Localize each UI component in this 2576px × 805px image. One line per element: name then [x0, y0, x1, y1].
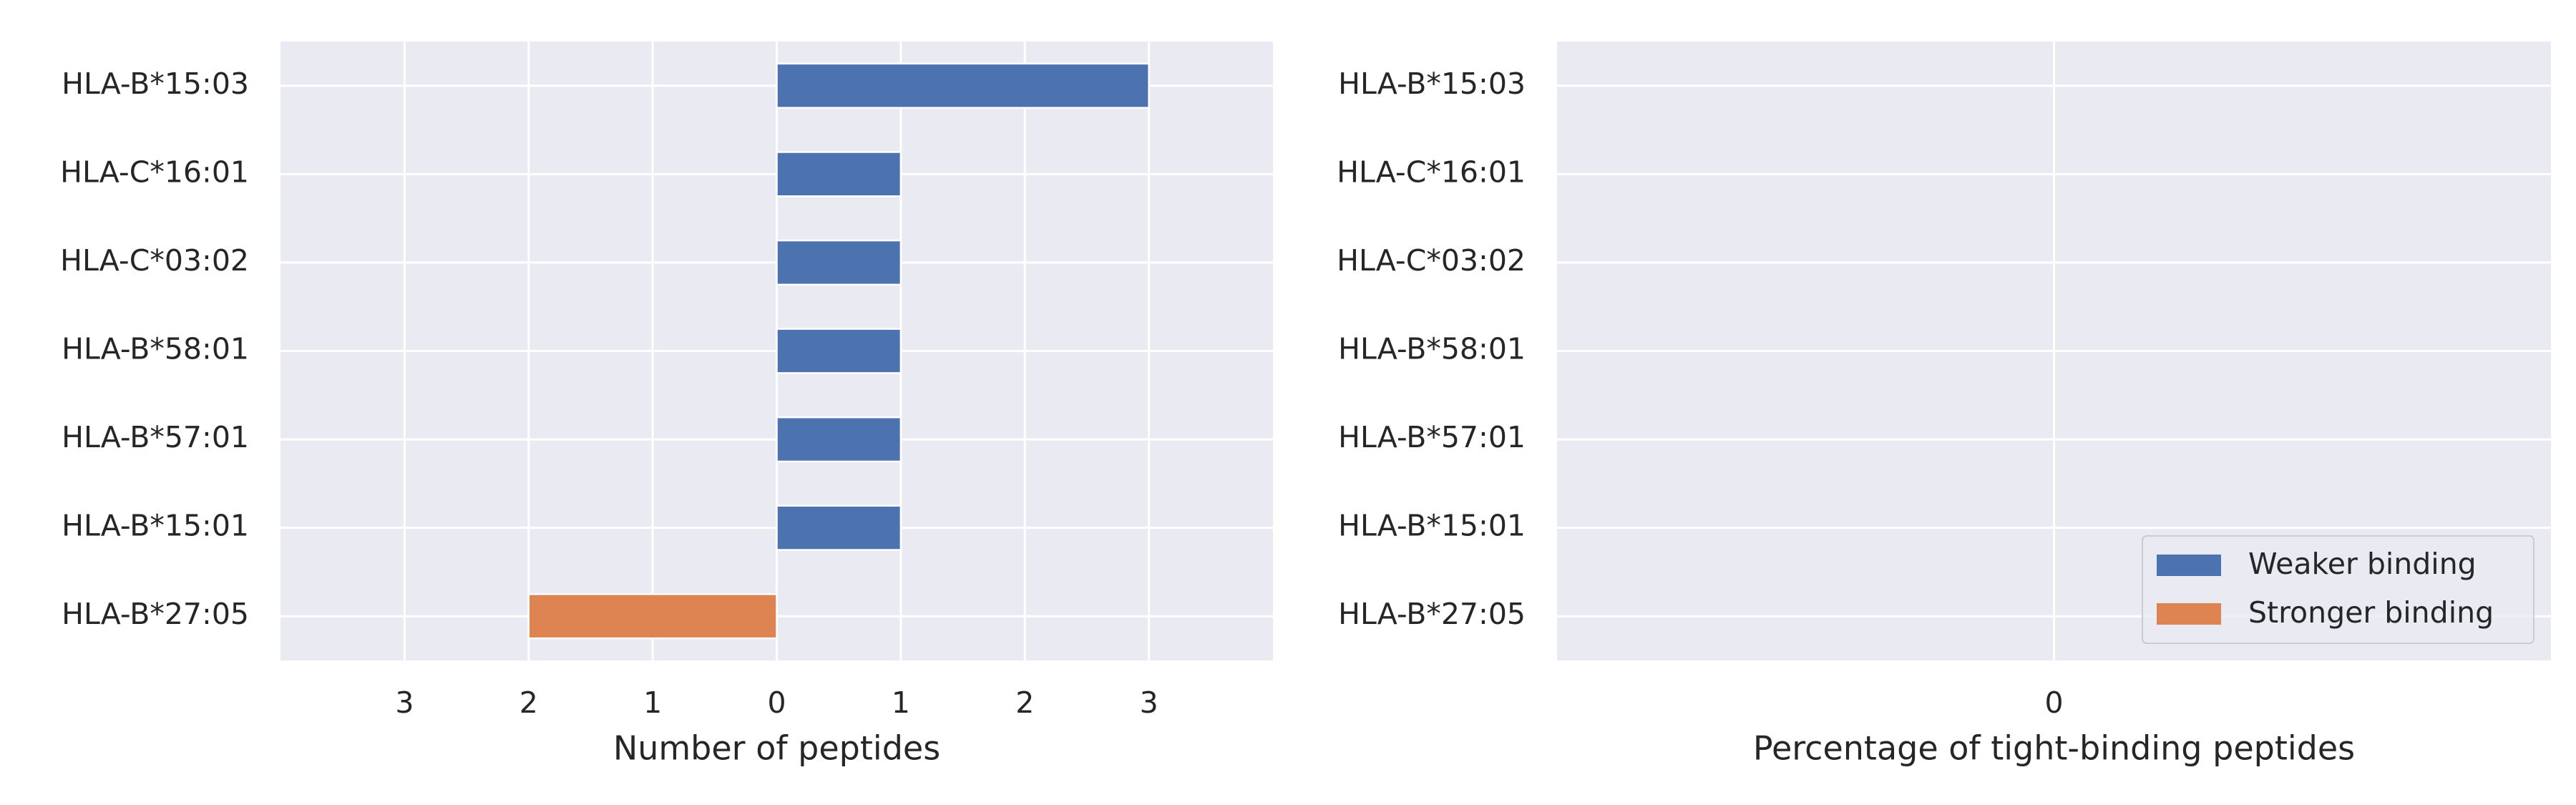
x-axis-label: Percentage of tight-binding peptides	[1753, 729, 2355, 768]
x-tick-label: 3	[395, 686, 414, 720]
x-tick-label: 1	[643, 686, 662, 720]
x-tick-label: 1	[892, 686, 910, 720]
bar	[776, 416, 902, 463]
y-tick-label: HLA-B*58:01	[1338, 332, 1526, 366]
x-tick-label: 2	[1015, 686, 1034, 720]
legend-label: Stronger binding	[2248, 595, 2494, 630]
y-tick-label: HLA-B*27:05	[1338, 597, 1526, 631]
x-tick-label: 0	[2044, 686, 2063, 720]
x-tick-label: 0	[767, 686, 786, 720]
y-tick-label: HLA-B*57:01	[62, 420, 249, 454]
bar	[527, 593, 778, 640]
legend-swatch	[2157, 603, 2221, 625]
bar	[776, 504, 902, 551]
x-axis-label: Number of peptides	[613, 729, 940, 768]
x-tick-label: 3	[1140, 686, 1158, 720]
bar	[776, 62, 1150, 109]
y-tick-label: HLA-C*03:02	[1337, 243, 1526, 278]
bar	[776, 151, 902, 197]
axes: 0 HLA-B*15:03 HLA-C*16:01 HLA-C*03:02 HLA-B*…	[1337, 42, 2551, 768]
x-tick-label: 2	[519, 686, 538, 720]
legend-label: Weaker binding	[2248, 547, 2477, 581]
y-tick-label: HLA-B*27:05	[62, 597, 249, 631]
legend: Weaker binding Stronger binding	[2142, 535, 2534, 644]
y-tick-label: HLA-C*03:02	[60, 243, 249, 278]
legend-swatch	[2157, 555, 2221, 576]
y-tick-label: HLA-B*58:01	[62, 332, 249, 366]
y-tick-label: HLA-C*16:01	[1337, 155, 1526, 189]
y-tick-label: HLA-B*15:01	[62, 509, 249, 543]
legend-box	[2142, 535, 2534, 644]
y-tick-label: HLA-B*15:03	[62, 67, 249, 101]
axes: 3 2 1 0 1 2 3 HLA-B*15:03 HLA-C*16:01 HLA-C*03:02…	[60, 42, 1273, 768]
y-tick-label: HLA-B*15:01	[1338, 509, 1526, 543]
y-tick-label: HLA-B*15:03	[1338, 67, 1526, 101]
bar	[776, 239, 902, 286]
y-tick-label: HLA-C*16:01	[60, 155, 249, 189]
bar	[776, 328, 902, 374]
y-tick-label: HLA-B*57:01	[1338, 420, 1526, 454]
